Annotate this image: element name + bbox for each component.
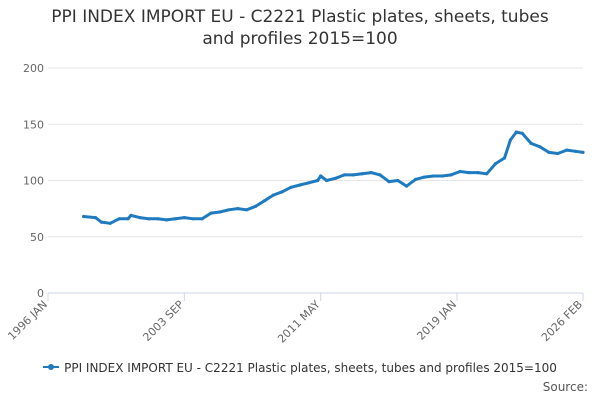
data-point xyxy=(405,184,409,188)
legend-label: PPI INDEX IMPORT EU - C2221 Plastic plat… xyxy=(64,361,557,375)
data-point xyxy=(431,174,435,178)
series-group xyxy=(82,130,585,225)
data-point xyxy=(538,145,542,149)
data-point xyxy=(173,217,178,221)
data-point xyxy=(556,151,560,156)
data-point xyxy=(458,169,462,174)
data-point xyxy=(298,183,302,187)
data-point xyxy=(182,216,186,220)
data-point xyxy=(547,150,551,154)
data-point xyxy=(253,204,258,208)
x-tick-label: 2026 FEB xyxy=(539,298,585,344)
data-point xyxy=(117,217,121,221)
data-point xyxy=(413,177,418,181)
data-point xyxy=(319,174,323,178)
x-axis xyxy=(47,292,584,301)
chart-title-line2: and profiles 2015=100 xyxy=(202,29,398,49)
data-point xyxy=(307,181,311,185)
data-point xyxy=(502,156,507,160)
data-point xyxy=(99,220,103,224)
data-point xyxy=(494,162,498,166)
data-point xyxy=(209,211,213,215)
data-point xyxy=(126,217,130,221)
data-point xyxy=(325,178,329,183)
legend-marker xyxy=(48,363,55,370)
data-point xyxy=(467,171,471,175)
data-point xyxy=(191,217,195,221)
data-point xyxy=(449,173,453,177)
data-point xyxy=(147,217,151,221)
data-point xyxy=(289,185,293,189)
x-tick-label: 2019 JAN xyxy=(414,298,459,343)
data-point xyxy=(422,175,426,179)
data-point xyxy=(440,174,444,178)
data-point xyxy=(378,173,382,177)
data-point xyxy=(271,193,275,197)
data-point xyxy=(280,190,284,194)
y-axis-tick-labels: 0 50 100 150 200 xyxy=(23,62,44,300)
x-axis-tick-labels: 1996 JAN 2003 SEP 2011 MAY 2019 JAN 2026 FEB xyxy=(5,298,585,346)
data-point xyxy=(514,130,518,134)
data-point xyxy=(262,199,266,203)
source-label: Source: xyxy=(542,380,588,394)
data-point xyxy=(485,172,489,176)
data-point xyxy=(129,213,133,217)
x-tick-label: 2003 SEP xyxy=(140,298,186,344)
data-point xyxy=(520,131,524,135)
gridlines xyxy=(48,67,583,238)
data-point xyxy=(200,217,204,221)
y-tick-label-200: 200 xyxy=(23,62,44,75)
data-point xyxy=(529,141,533,145)
data-point xyxy=(574,149,578,153)
data-point xyxy=(387,180,391,184)
data-point xyxy=(236,207,240,211)
data-point xyxy=(108,221,112,225)
data-point xyxy=(396,178,400,183)
data-point xyxy=(156,217,160,221)
legend[interactable]: PPI INDEX IMPORT EU - C2221 Plastic plat… xyxy=(0,361,600,375)
data-point xyxy=(369,171,373,175)
y-tick-label-0: 0 xyxy=(37,287,44,300)
y-tick-label-150: 150 xyxy=(23,118,44,131)
data-point xyxy=(508,138,512,142)
data-point xyxy=(316,178,320,183)
data-point xyxy=(218,210,222,214)
legend-swatch xyxy=(43,363,60,370)
series-line-0 xyxy=(82,130,585,225)
chart-title: PPI INDEX IMPORT EU - C2221 Plastic plat… xyxy=(0,6,600,50)
data-point xyxy=(138,216,142,220)
data-point xyxy=(342,173,346,177)
data-point xyxy=(245,208,249,212)
data-point xyxy=(82,214,86,219)
x-tick-label: 1996 JAN xyxy=(5,298,50,343)
data-point xyxy=(565,148,569,152)
data-point xyxy=(333,176,338,180)
data-point xyxy=(360,172,364,176)
y-tick-label-100: 100 xyxy=(23,175,44,188)
data-point xyxy=(93,216,97,220)
y-tick-label-50: 50 xyxy=(30,231,44,244)
data-point xyxy=(476,171,480,175)
chart-title-line1: PPI INDEX IMPORT EU - C2221 Plastic plat… xyxy=(51,7,549,27)
data-point xyxy=(351,173,355,177)
data-point xyxy=(227,208,231,212)
data-point xyxy=(581,150,585,154)
x-tick-label: 2011 MAY xyxy=(275,298,323,346)
data-point xyxy=(165,218,169,222)
